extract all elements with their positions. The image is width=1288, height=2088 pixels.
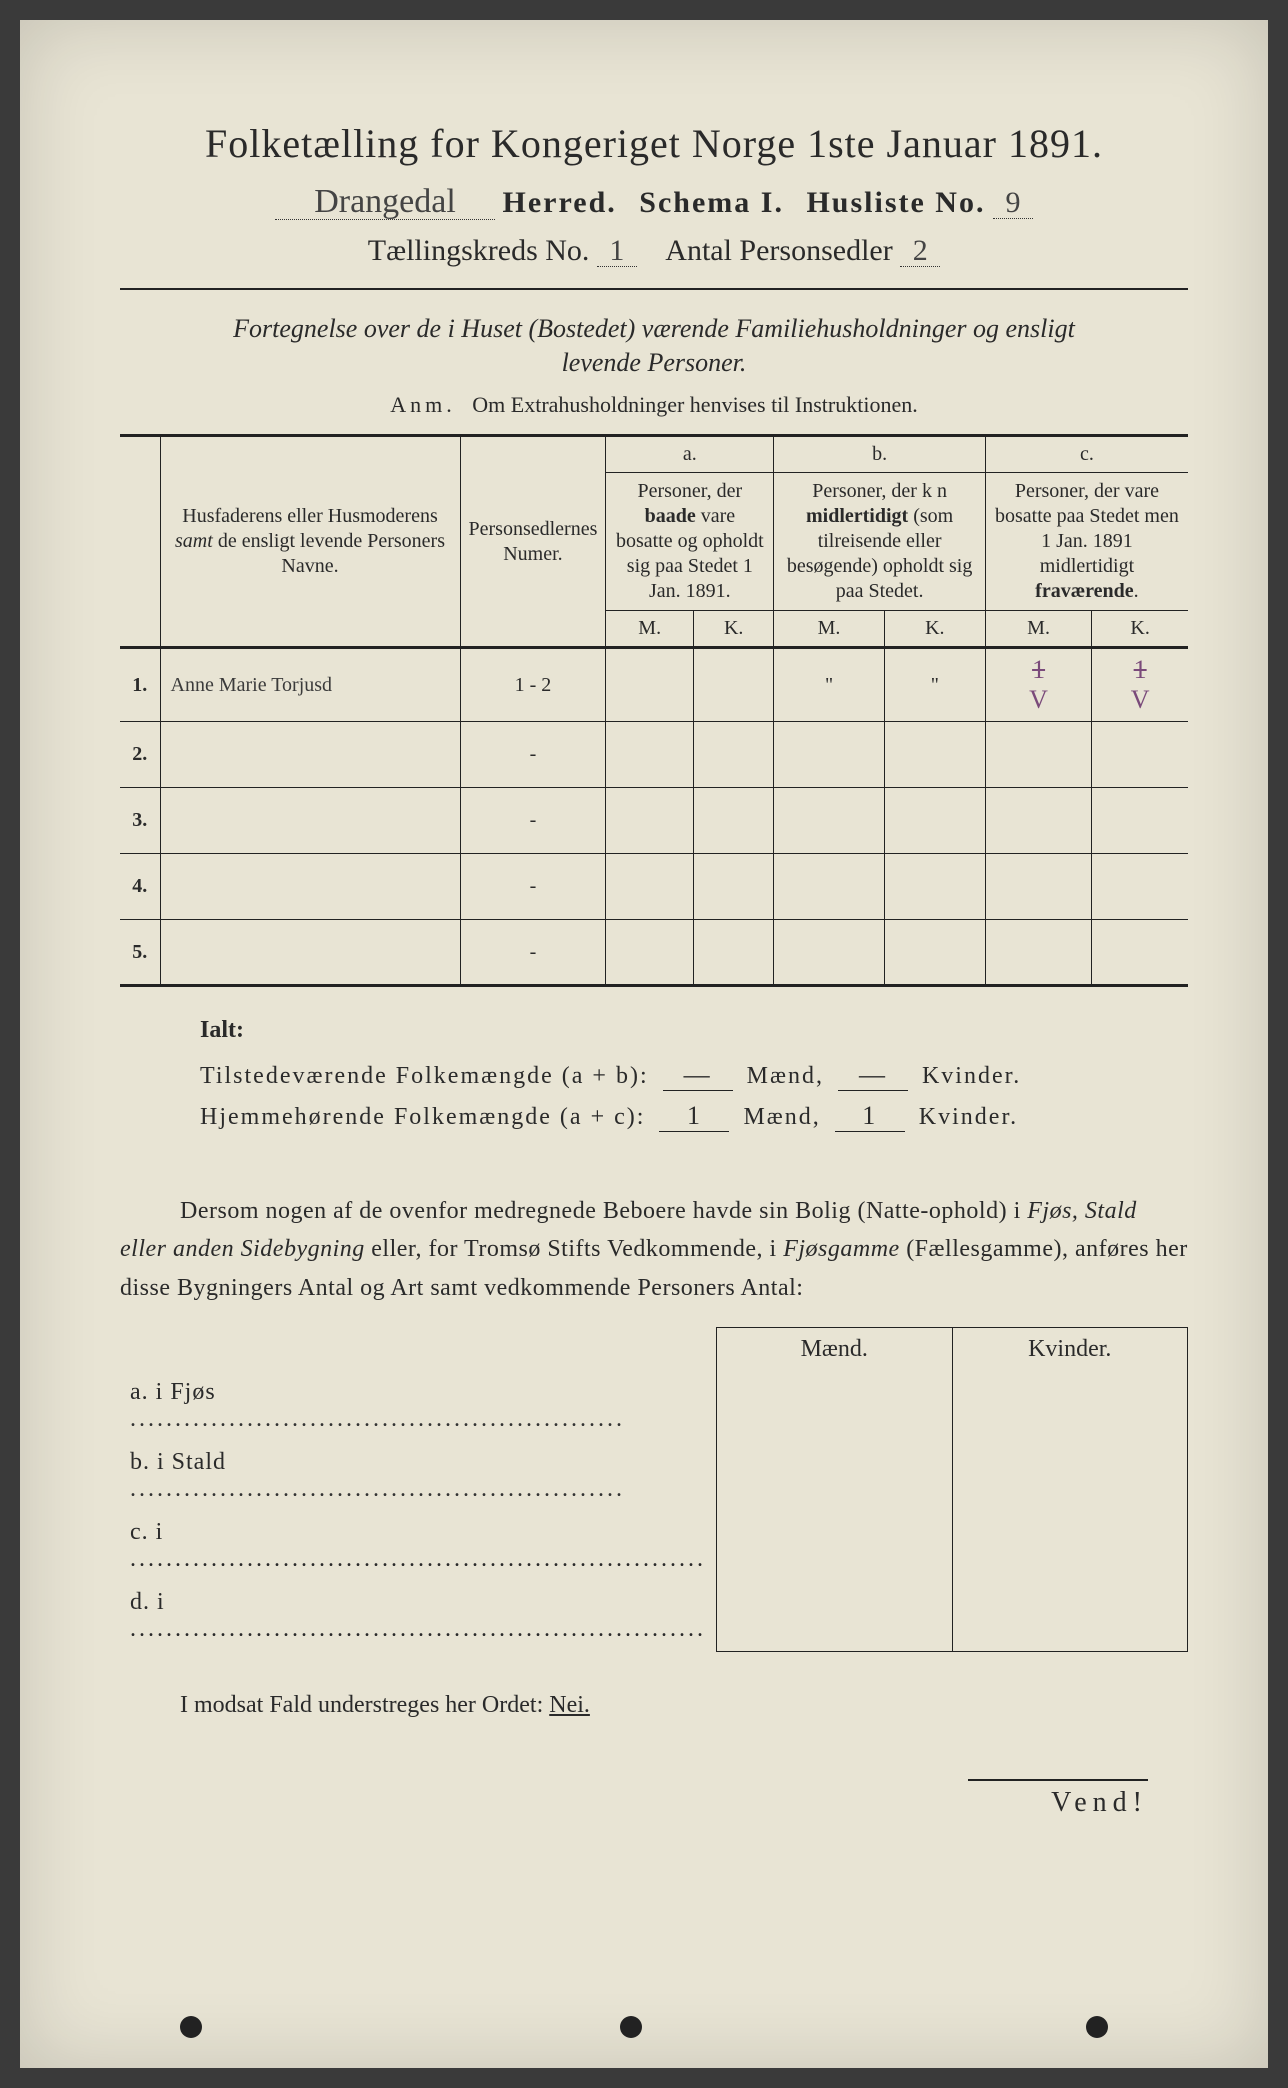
header-line-2: Drangedal Herred. Schema I. Husliste No.…: [120, 185, 1188, 220]
col-c-head: c.: [985, 436, 1188, 473]
col-b-desc: Personer, der k n midlertidigt (som tilr…: [774, 473, 986, 611]
vend-label: Vend!: [968, 1779, 1148, 1819]
table-row: 5. -: [120, 920, 1188, 986]
sum-row-2: Hjemmehørende Folkemængde (a + c): 1 Mæn…: [200, 1101, 1188, 1132]
husliste-label: Husliste No.: [806, 186, 985, 219]
col-a-k: K.: [694, 611, 774, 648]
col-c-m: M.: [985, 611, 1091, 648]
col-sedler-head: Personsedlernes Numer.: [460, 436, 606, 648]
row-a-m: [606, 648, 694, 722]
schema-label: Schema I.: [639, 186, 784, 219]
side-row: a. i Fjøs: [120, 1371, 1188, 1441]
col-a-m: M.: [606, 611, 694, 648]
herred-label: Herred.: [503, 186, 617, 219]
col-names-head: Husfaderens eller Husmoderens samt de en…: [160, 436, 460, 648]
totals-block: Ialt: Tilstedeværende Folkemængde (a + b…: [120, 1017, 1188, 1132]
sum-row-1: Tilstedeværende Folkemængde (a + b): — M…: [200, 1060, 1188, 1091]
row-b-m: ": [774, 648, 884, 722]
col-a-desc: Personer, der baade vare bosatte og opho…: [606, 473, 774, 611]
col-b-m: M.: [774, 611, 884, 648]
row-a-k: [694, 648, 774, 722]
row-b-k: ": [884, 648, 985, 722]
census-form-page: Folketælling for Kongeriget Norge 1ste J…: [20, 20, 1268, 2068]
header-block: Folketælling for Kongeriget Norge 1ste J…: [120, 120, 1188, 268]
anm-label: Anm.: [390, 392, 456, 417]
row-num: 1.: [120, 648, 160, 722]
row-sedler: 1 - 2: [460, 648, 606, 722]
table-row: 1. Anne Marie Torjusd 1 - 2 " " 1 V 1 V: [120, 648, 1188, 722]
subtitle-line-1: Fortegnelse over de i Huset (Bostedet) v…: [120, 314, 1188, 344]
col-c-desc: Personer, der vare bosatte paa Stedet me…: [985, 473, 1188, 611]
row-c-k: 1 V: [1092, 648, 1188, 722]
row-name: Anne Marie Torjusd: [160, 648, 460, 722]
personsedler-value: 2: [900, 236, 940, 267]
side-maend-head: Mænd.: [717, 1328, 953, 1372]
nei-line: I modsat Fald understreges her Ordet: Ne…: [120, 1692, 1188, 1719]
side-kvinder-head: Kvinder.: [952, 1328, 1188, 1372]
col-a-head: a.: [606, 436, 774, 473]
divider: [120, 288, 1188, 290]
row-c-m: 1 V: [985, 648, 1091, 722]
census-table: Husfaderens eller Husmoderens samt de en…: [120, 434, 1188, 987]
main-title: Folketælling for Kongeriget Norge 1ste J…: [120, 120, 1188, 167]
paragraph-block: Dersom nogen af de ovenfor medregnede Be…: [120, 1192, 1188, 1307]
side-building-table: Mænd. Kvinder. a. i Fjøs b. i Stald c. i…: [120, 1327, 1188, 1652]
col-c-k: K.: [1092, 611, 1188, 648]
side-row: c. i: [120, 1511, 1188, 1581]
punch-hole-icon: [620, 2016, 642, 2038]
ialt-label: Ialt:: [200, 1017, 1188, 1044]
anm-text: Om Extrahusholdninger henvises til Instr…: [472, 392, 917, 417]
kreds-value: 1: [597, 236, 637, 267]
punch-hole-icon: [180, 2016, 202, 2038]
col-b-k: K.: [884, 611, 985, 648]
anm-line: Anm. Om Extrahusholdninger henvises til …: [120, 392, 1188, 418]
husliste-value: 9: [993, 188, 1033, 219]
table-row: 4. -: [120, 854, 1188, 920]
personsedler-label: Antal Personsedler: [665, 234, 892, 267]
header-line-3: Tællingskreds No. 1 Antal Personsedler 2: [120, 234, 1188, 268]
subtitle-line-2: levende Personer.: [120, 348, 1188, 378]
table-row: 3. -: [120, 788, 1188, 854]
kreds-label: Tællingskreds No.: [368, 234, 590, 267]
table-row: 2. -: [120, 722, 1188, 788]
col-b-head: b.: [774, 436, 986, 473]
punch-hole-icon: [1086, 2016, 1108, 2038]
side-row: b. i Stald: [120, 1441, 1188, 1511]
herred-value: Drangedal: [275, 185, 495, 220]
side-row: d. i: [120, 1581, 1188, 1651]
